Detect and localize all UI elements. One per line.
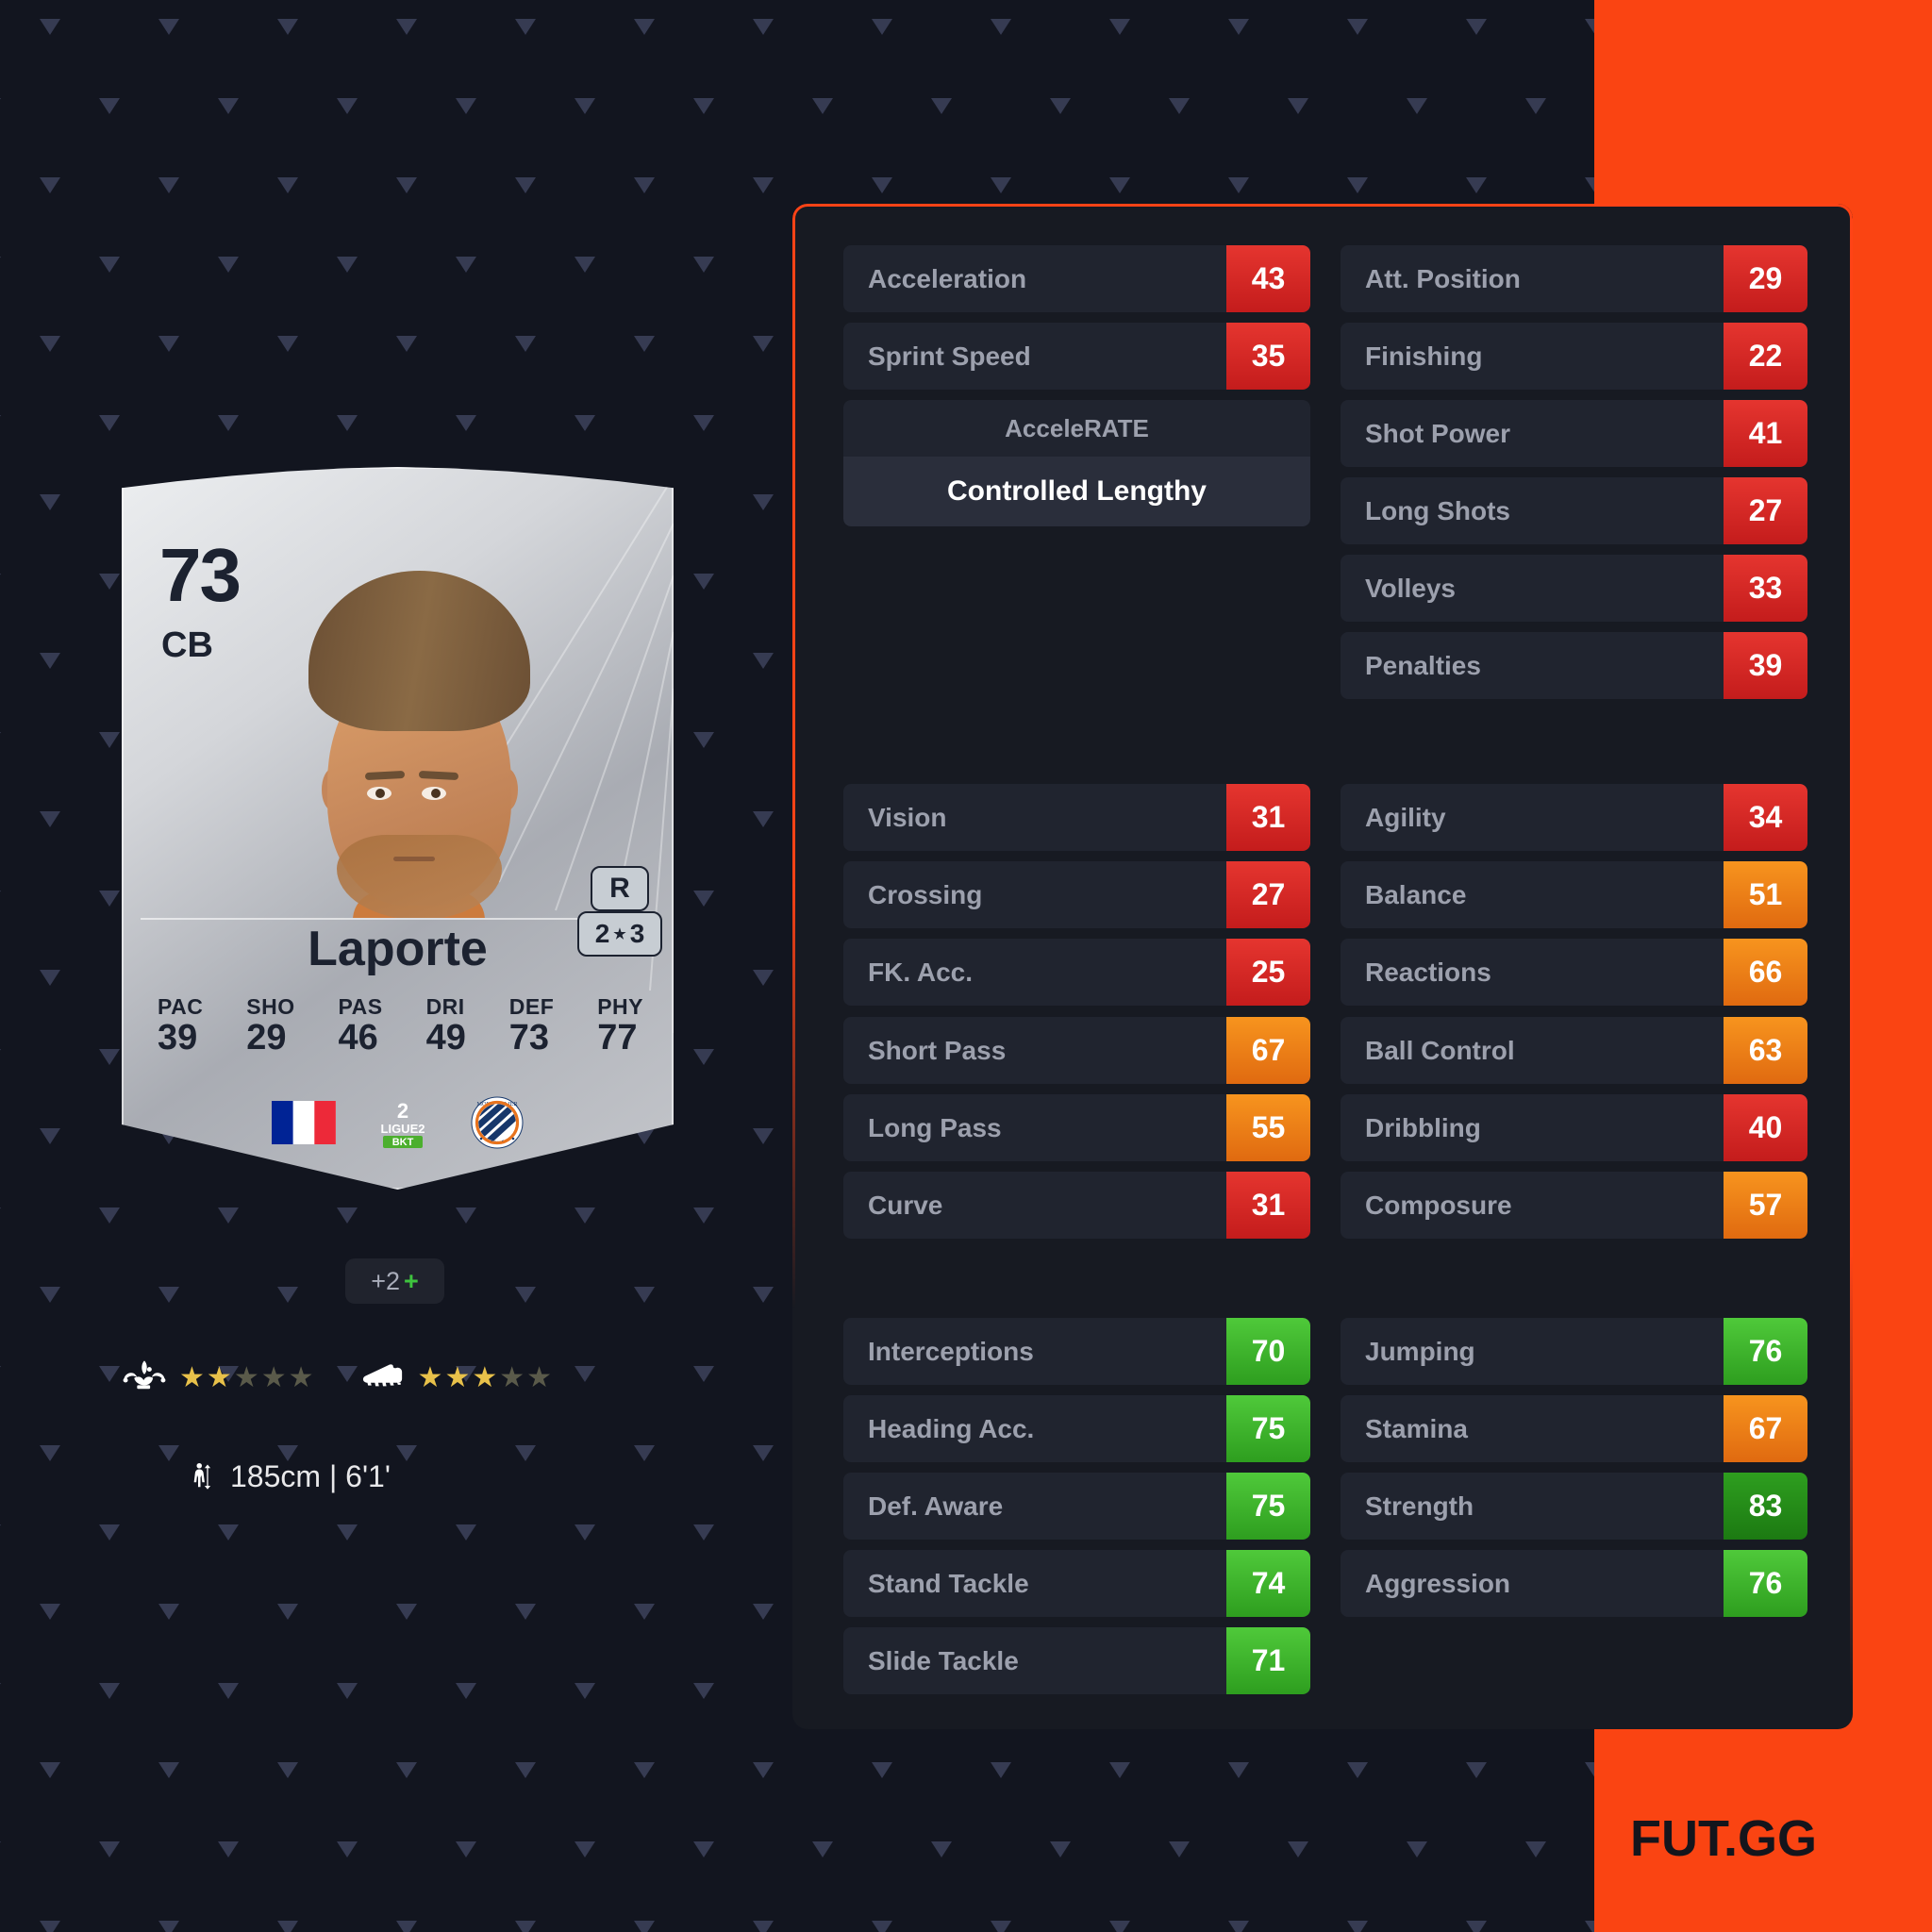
svg-text:2: 2: [396, 1099, 408, 1123]
svg-text:BKT: BKT: [391, 1137, 413, 1148]
svg-text:LIGUE2: LIGUE2: [380, 1122, 425, 1136]
